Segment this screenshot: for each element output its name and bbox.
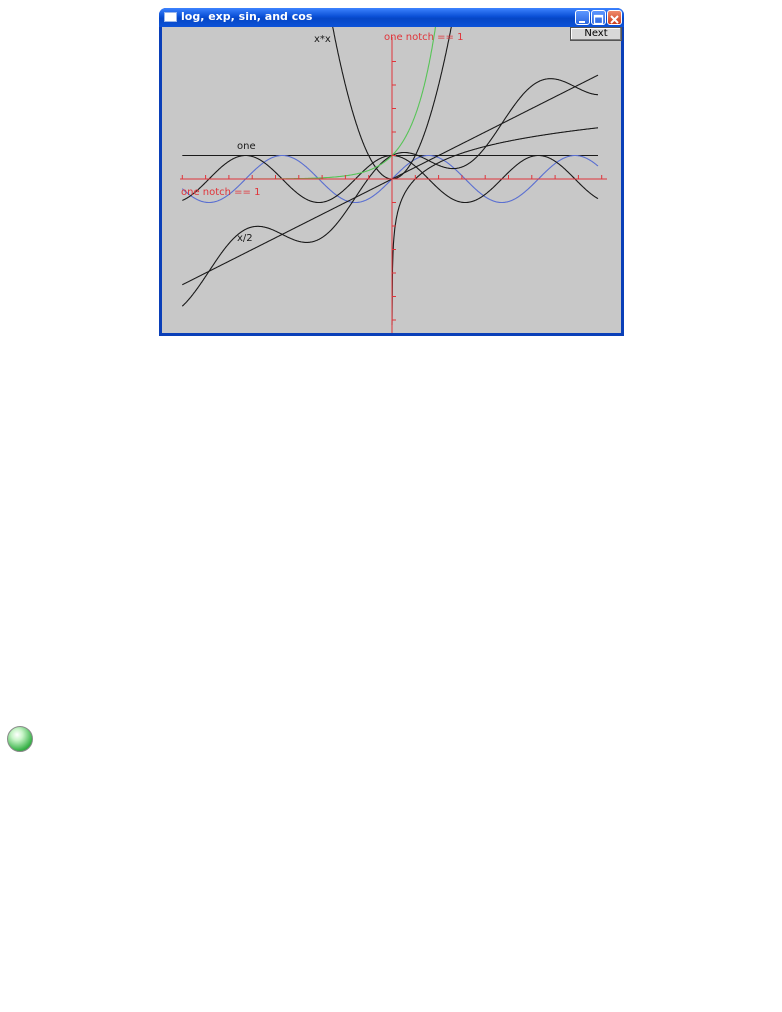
- minimize-button[interactable]: [575, 10, 590, 25]
- close-icon: [610, 15, 619, 24]
- title-bar[interactable]: log, exp, sin, and cos: [159, 8, 624, 27]
- half-curve: [182, 74, 599, 286]
- next-button[interactable]: Next: [570, 27, 622, 41]
- graph-canvas: one notch == 1 one notch == 1 x*x one x/…: [162, 27, 622, 333]
- window-title: log, exp, sin, and cos: [181, 10, 313, 23]
- cos-curve: [182, 154, 599, 204]
- axes: [180, 37, 607, 333]
- minimize-icon: [579, 21, 585, 23]
- log-curve: [391, 127, 598, 326]
- function-plot: one notch == 1 one notch == 1 x*x one x/…: [180, 27, 607, 333]
- maximize-icon: [593, 14, 604, 25]
- app-window: log, exp, sin, and cos one notch == 1 on…: [159, 8, 624, 336]
- close-button[interactable]: [607, 10, 622, 25]
- x-axis-label: one notch == 1: [181, 187, 260, 198]
- half-curve-label: x/2: [237, 233, 253, 244]
- sin-curve: [181, 154, 599, 204]
- one-curve-label: one: [237, 141, 256, 152]
- function-curves: [181, 27, 599, 326]
- maximize-button[interactable]: [591, 10, 606, 25]
- app-window-icon: [164, 12, 177, 22]
- green-globe-icon: [7, 726, 33, 752]
- cos-plus-half-curve: [181, 78, 598, 307]
- square-curve-label: x*x: [314, 34, 331, 45]
- y-axis-label: one notch == 1: [384, 32, 463, 43]
